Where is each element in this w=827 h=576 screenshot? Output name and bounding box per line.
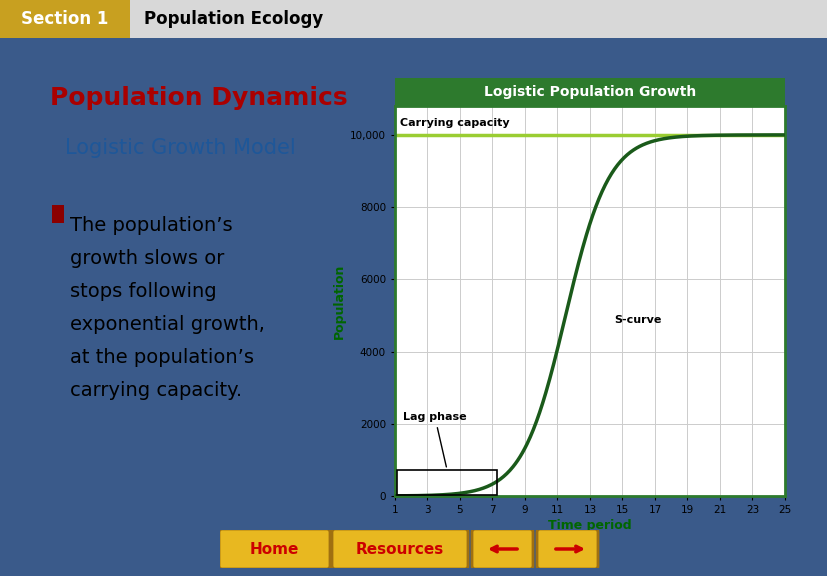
Text: Carrying capacity: Carrying capacity	[399, 118, 509, 128]
Text: The population’s: The population’s	[70, 216, 232, 235]
X-axis label: Time period: Time period	[547, 519, 631, 532]
Text: Logistic Growth Model: Logistic Growth Model	[65, 138, 295, 158]
Text: at the population’s: at the population’s	[70, 348, 254, 367]
Text: carrying capacity.: carrying capacity.	[70, 381, 241, 400]
Y-axis label: Population: Population	[332, 263, 346, 339]
Text: S-curve: S-curve	[614, 314, 661, 325]
Text: Section 1: Section 1	[22, 10, 108, 28]
Text: Population Dynamics: Population Dynamics	[50, 86, 347, 110]
FancyBboxPatch shape	[218, 529, 330, 569]
Text: exponential growth,: exponential growth,	[70, 315, 265, 334]
FancyBboxPatch shape	[537, 529, 597, 569]
Bar	[0, 0, 130, 38]
Text: Lag phase: Lag phase	[403, 412, 466, 467]
Text: Population Ecology: Population Ecology	[144, 10, 323, 28]
FancyBboxPatch shape	[332, 529, 467, 569]
Bar	[130, 0, 827, 38]
Text: Logistic Population Growth: Logistic Population Growth	[483, 85, 696, 99]
Text: stops following: stops following	[70, 282, 217, 301]
Text: Home: Home	[249, 541, 299, 556]
FancyBboxPatch shape	[471, 529, 533, 569]
Bar	[396, 469, 497, 495]
Bar	[52, 205, 64, 223]
Text: growth slows or: growth slows or	[70, 249, 224, 268]
Text: Resources: Resources	[356, 541, 443, 556]
